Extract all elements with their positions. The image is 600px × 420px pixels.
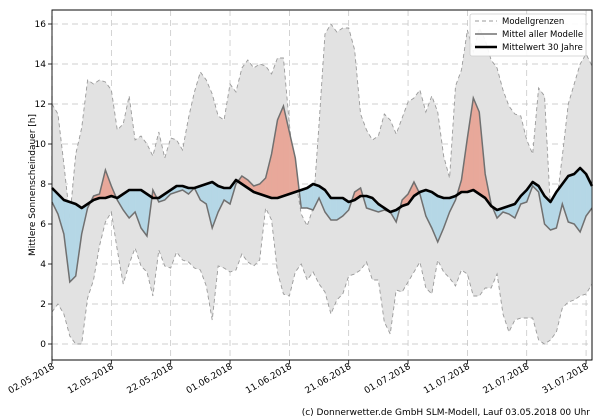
x-tick-label: 11.06.2018 [244, 362, 294, 397]
model-range-area [52, 24, 592, 344]
y-tick-label: 14 [35, 60, 47, 70]
x-tick-label: 12.05.2018 [66, 362, 116, 397]
series-lines [51, 95, 594, 284]
below-normal-fill [574, 167, 581, 233]
y-tick-label: 4 [40, 260, 46, 270]
model-max-line [51, 23, 593, 228]
y-tick-label: 12 [35, 100, 46, 110]
x-tick-label: 11.07.2018 [422, 362, 472, 397]
model-range-band [51, 23, 593, 345]
x-axis-ticks: 02.05.2018 12.05.2018 22.05.2018 01.06.2018… [7, 360, 591, 396]
y-tick-label: 0 [40, 340, 46, 350]
above-normal-fill [473, 97, 480, 195]
x-tick-label: 21.06.2018 [304, 362, 354, 397]
y-tick-label: 10 [35, 140, 47, 150]
y-axis-ticks: 0 2 4 6 8 10 12 14 16 [35, 20, 52, 350]
credit-text: (c) Donnerwetter.de GmbH SLM-Modell, Lau… [302, 408, 591, 418]
y-tick-label: 8 [40, 180, 46, 190]
y-tick-label: 16 [35, 20, 47, 30]
below-normal-fill [330, 197, 337, 221]
x-tick-label: 01.06.2018 [185, 362, 235, 397]
mean-models-line [51, 95, 593, 284]
x-tick-label: 31.07.2018 [541, 362, 591, 397]
below-normal-fill [568, 173, 575, 225]
legend-box [469, 13, 587, 57]
x-tick-label: 02.05.2018 [7, 362, 57, 397]
x-tick-label: 22.05.2018 [126, 362, 176, 397]
model-min-line [51, 206, 593, 345]
y-axis-label: Mittlere Sonnenscheindauer [h] [28, 114, 38, 256]
x-tick-label: 21.07.2018 [482, 362, 532, 397]
below-normal-fill [69, 201, 76, 283]
y-tick-label: 2 [40, 300, 46, 310]
plot-frame [51, 9, 593, 361]
legend: Modellgrenzen Mittel aller Modelle Mitte… [469, 13, 587, 57]
y-tick-label: 6 [40, 220, 46, 230]
climatology-line [51, 166, 594, 214]
x-tick-label: 01.07.2018 [363, 362, 413, 397]
legend-label-mean: Mittel aller Modelle [502, 30, 583, 40]
legend-label-clim: Mittelwert 30 Jahre [502, 43, 583, 53]
legend-label-range: Modellgrenzen [502, 17, 564, 27]
